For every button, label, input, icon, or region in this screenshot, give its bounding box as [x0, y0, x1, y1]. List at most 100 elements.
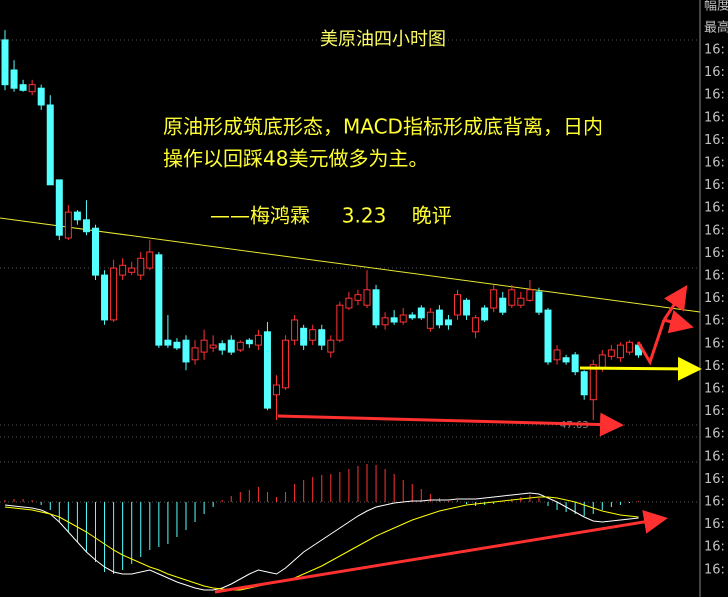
annotation: 原油形成筑底形态，MACD指标形成底背离，日内 [163, 115, 603, 139]
candle-body [309, 329, 317, 341]
side-label: 16: [704, 382, 725, 397]
side-label: 16: [704, 540, 725, 555]
candle-body [508, 289, 516, 306]
candle-body [263, 331, 271, 409]
side-label: 16: [704, 449, 725, 464]
candle-body [218, 343, 226, 351]
candle-body [327, 339, 335, 353]
low-label: 47.63 [560, 420, 589, 431]
candle-body [399, 314, 407, 323]
side-label: 16: [704, 517, 725, 532]
side-label: 16: [704, 336, 725, 351]
candle-body [607, 349, 615, 357]
candle-body [10, 69, 18, 89]
candle-body [345, 297, 353, 309]
candle-body [499, 297, 507, 313]
side-label: 16: [704, 201, 725, 216]
side-label: 16: [704, 65, 725, 80]
candle-body [155, 254, 163, 346]
side-label: 16: [704, 472, 725, 487]
candle-body [146, 251, 154, 269]
side-label: 16: [704, 427, 725, 442]
candle-body [200, 339, 208, 353]
candle-body [408, 314, 416, 319]
side-label: 16: [704, 495, 725, 510]
side-label: 16: [704, 43, 725, 58]
candle-body [164, 339, 172, 346]
candle-body [82, 219, 90, 233]
candle-body [444, 319, 452, 326]
side-label: 16: [704, 110, 725, 125]
candle-body [318, 329, 326, 346]
candle-body [137, 257, 145, 276]
candle-body [435, 309, 443, 326]
candle-body [291, 319, 299, 341]
candle-body [553, 349, 561, 361]
dea-line [4, 496, 639, 591]
candle-body [589, 364, 597, 401]
candle-body [282, 339, 290, 389]
candle-body [336, 304, 344, 341]
candle-body [580, 371, 588, 396]
candle-body [372, 289, 380, 326]
arrows [214, 285, 694, 594]
side-label: 幅度 [704, 0, 728, 14]
candle-body [173, 341, 181, 349]
candle-body [354, 294, 362, 301]
candle-body [92, 227, 99, 276]
side-label: 16: [704, 404, 725, 419]
candle-body [598, 354, 606, 369]
candle-body [182, 339, 190, 363]
candle-body [490, 289, 498, 309]
candle-body [55, 179, 63, 236]
side-label: 16: [704, 359, 725, 374]
candle-body [544, 309, 552, 363]
candle-body [616, 344, 624, 359]
candle-body [227, 339, 235, 353]
candle-body [300, 327, 308, 346]
candle-body [426, 311, 434, 329]
candle-body [119, 264, 127, 276]
candle-body [19, 84, 27, 91]
author-note: ——梅鸿霖 3.23 晚评 [210, 204, 452, 228]
side-label: 16: [704, 178, 725, 193]
candle-body [390, 317, 398, 323]
candle-body [454, 294, 461, 316]
candle-body [73, 211, 81, 221]
candle-body [526, 289, 534, 301]
support-arrow [579, 356, 702, 381]
candle-body [28, 84, 36, 93]
side-label: 16: [704, 133, 725, 148]
candle-body [472, 317, 480, 333]
candle-body [417, 307, 425, 319]
annotation: 操作以回踩48美元做多为主。 [163, 147, 428, 171]
candle-body [110, 267, 118, 321]
trend-line [0, 217, 701, 313]
candle-body [1, 39, 9, 86]
candle-body [64, 211, 72, 239]
chart-title: 美原油四小时图 [320, 29, 446, 50]
dif-line [4, 492, 639, 591]
candle-body [236, 341, 244, 351]
candle-body [535, 291, 543, 313]
candle-body [562, 357, 570, 363]
side-label: 16: [704, 291, 725, 306]
candle-body [463, 299, 471, 316]
side-label: 16: [704, 223, 725, 238]
candle-body [363, 289, 371, 306]
candle-body [481, 307, 489, 321]
candle-body [37, 87, 45, 106]
side-label: 16: [704, 88, 725, 103]
candle-body [191, 347, 199, 361]
side-label: 16: [704, 562, 725, 577]
candle-body [254, 334, 262, 346]
candle-body [245, 339, 253, 345]
side-label: 最高 [704, 20, 728, 36]
candle-body [625, 341, 633, 353]
candle-body [46, 104, 54, 186]
side-label: 16: [704, 314, 725, 329]
candle-body [101, 274, 109, 321]
candle-body [571, 354, 579, 373]
candle-body [209, 344, 217, 349]
